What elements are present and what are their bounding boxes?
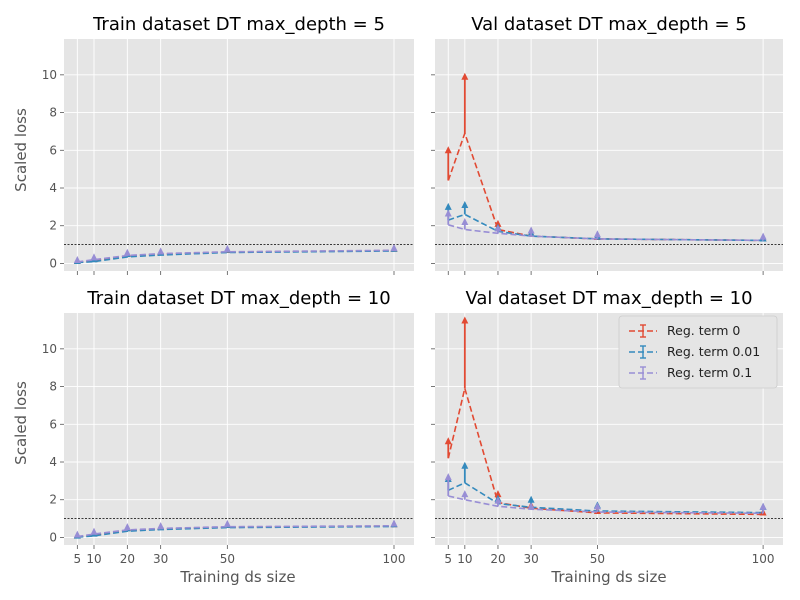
xlabel-left: Training ds size — [179, 568, 295, 586]
error-bar-cap — [494, 219, 502, 227]
error-bar-cap — [123, 523, 131, 531]
y-tick-label: 10 — [42, 342, 57, 356]
error-bar-cap — [157, 247, 165, 255]
error-bar-cap — [157, 522, 165, 530]
y-tick-label: 8 — [49, 380, 57, 394]
error-bar-cap — [461, 490, 469, 498]
error-bar-cap — [527, 226, 535, 234]
legend-label: Reg. term 0.01 — [667, 344, 760, 359]
x-tick-label: 20 — [490, 552, 505, 566]
series-line — [447, 481, 764, 514]
error-bar-cap — [223, 519, 231, 527]
x-tick-label: 5 — [444, 552, 452, 566]
y-tick-label: 4 — [49, 455, 57, 469]
x-tick-label: 10 — [457, 552, 472, 566]
y-tick-label: 4 — [49, 181, 57, 195]
error-bar-cap — [444, 473, 452, 481]
error-bar-cap — [759, 502, 767, 510]
panel-title: Train dataset DT max_depth = 5 — [92, 14, 385, 35]
chart-panel-3: 0 2 4 6 8 10 5 10 20 30 50 100 Train dataset DT max_… — [42, 288, 414, 566]
plot-area — [64, 39, 414, 271]
ylabel-top: Scaled loss — [12, 108, 30, 192]
panel-title: Val dataset DT max_depth = 5 — [471, 14, 747, 35]
error-bar-cap — [444, 437, 452, 445]
legend-label: Reg. term 0.1 — [667, 365, 752, 380]
error-bar-cap — [527, 502, 535, 510]
y-tick-label: 10 — [42, 68, 57, 82]
error-bar-cap — [90, 253, 98, 261]
y-tick-label: 0 — [49, 256, 57, 270]
y-tick-label: 8 — [49, 106, 57, 120]
error-bar-cap — [494, 224, 502, 232]
error-bar-cap — [444, 146, 452, 154]
error-bar-cap — [494, 490, 502, 498]
legend: Reg. term 0 Reg. term 0.01 Reg. term 0.1 — [618, 315, 778, 389]
x-tick-label: 5 — [74, 552, 82, 566]
x-tick-label: 30 — [153, 552, 168, 566]
error-bar-cap — [461, 72, 469, 80]
y-tick-label: 6 — [49, 143, 57, 157]
series-line — [448, 224, 764, 242]
error-bar-cap — [494, 496, 502, 504]
x-tick-label: 50 — [220, 552, 235, 566]
error-bar-cap — [73, 256, 81, 264]
x-tick-label: 100 — [383, 552, 406, 566]
ylabel-bottom: Scaled loss — [12, 381, 30, 465]
error-bar-cap — [444, 202, 452, 210]
error-bar-cap — [90, 527, 98, 535]
xlabel-right: Training ds size — [550, 568, 666, 586]
chart-panel-2: Val dataset DT max_depth = 5 — [431, 14, 783, 275]
error-bar-cap — [444, 209, 452, 217]
y-tick-label: 6 — [49, 417, 57, 431]
x-tick-label: 30 — [523, 552, 538, 566]
error-bar-cap — [759, 232, 767, 240]
legend-box — [618, 315, 778, 389]
panel-title: Train dataset DT max_depth = 10 — [86, 288, 390, 309]
plot-area — [64, 313, 414, 545]
series-line — [448, 495, 764, 515]
panel-title: Val dataset DT max_depth = 10 — [465, 288, 752, 309]
error-bar-cap — [123, 248, 131, 256]
chart-panels: 0 2 4 6 8 10 Train dataset DT max_depth = 5 Val… — [42, 14, 783, 566]
x-tick-label: 10 — [86, 552, 101, 566]
error-bar-cap — [593, 230, 601, 238]
error-bar-cap — [461, 461, 469, 469]
y-tick-label: 2 — [49, 493, 57, 507]
error-bar-cap — [527, 495, 535, 503]
error-bar-cap — [223, 244, 231, 252]
error-bar-cap — [73, 530, 81, 538]
error-bar-cap — [390, 243, 398, 251]
y-tick-label: 0 — [49, 530, 57, 544]
series-line — [448, 213, 764, 242]
x-tick-label: 100 — [752, 552, 775, 566]
chart-panel-1: 0 2 4 6 8 10 Train dataset DT max_depth = 5 — [42, 14, 414, 275]
error-bar-cap — [593, 502, 601, 510]
chart-panel-4: 5 10 20 30 50 100 Val dataset DT max_depth = 1… — [431, 288, 783, 566]
error-bar-cap — [461, 200, 469, 208]
x-tick-label: 50 — [590, 552, 605, 566]
y-tick-label: 2 — [49, 219, 57, 233]
error-bar-cap — [461, 316, 469, 324]
x-tick-label: 20 — [120, 552, 135, 566]
error-bar-cap — [461, 217, 469, 225]
plot-area — [435, 39, 783, 271]
legend-label: Reg. term 0 — [667, 323, 740, 338]
error-bar-cap — [390, 519, 398, 527]
